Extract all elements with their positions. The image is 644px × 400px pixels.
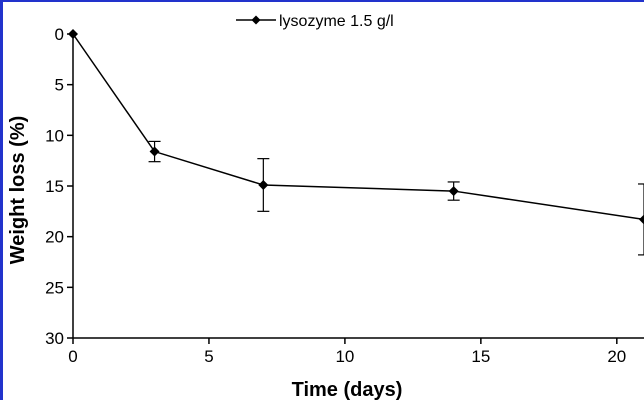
series-group xyxy=(68,29,644,256)
x-tick-label: 0 xyxy=(68,347,77,366)
legend-marker xyxy=(251,15,261,25)
series-line xyxy=(72,33,644,221)
x-tick-label: 10 xyxy=(335,347,354,366)
data-point xyxy=(149,146,160,157)
axes xyxy=(67,33,644,344)
x-tick-label: 5 xyxy=(204,347,213,366)
x-tick-labels: 0 5 10 15 20 xyxy=(68,347,626,366)
data-point xyxy=(68,29,78,39)
x-tick-label: 20 xyxy=(607,347,626,366)
legend-label: lysozyme 1.5 g/l xyxy=(279,13,394,30)
data-point xyxy=(258,179,269,190)
x-tick-label: 15 xyxy=(471,347,490,366)
y-tick-label: 5 xyxy=(55,76,64,95)
y-tick-label: 10 xyxy=(45,126,64,145)
y-tick-label: 20 xyxy=(45,228,64,247)
x-axis-title: Time (days) xyxy=(292,379,403,400)
y-tick-labels: 0 5 10 15 20 25 30 xyxy=(45,25,64,348)
y-tick-label: 25 xyxy=(45,278,64,297)
y-tick-label: 0 xyxy=(55,25,64,44)
y-axis-title: Weight loss (%) xyxy=(7,116,29,265)
data-point xyxy=(639,214,644,225)
y-tick-label: 15 xyxy=(45,177,64,196)
y-tick-label: 30 xyxy=(45,329,64,348)
data-point xyxy=(448,186,459,197)
legend: lysozyme 1.5 g/l xyxy=(236,13,394,30)
